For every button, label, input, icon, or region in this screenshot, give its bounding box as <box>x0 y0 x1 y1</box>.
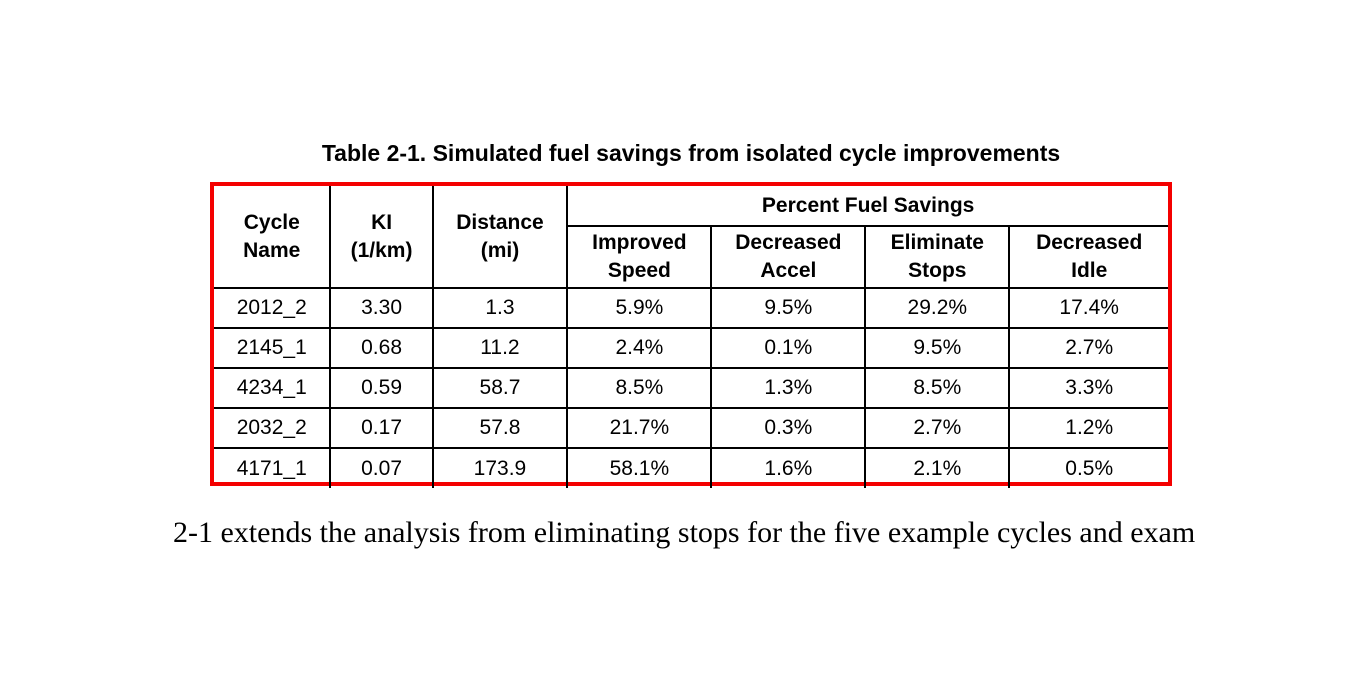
cell-eliminate-stops: 2.7% <box>864 407 1011 449</box>
header-row-group: Cycle Name KI (1/km) Distance (mi) Perce… <box>214 186 1168 289</box>
cell-ki: 0.07 <box>329 447 434 488</box>
table-row: 2145_1 0.68 11.2 2.4% 0.1% 9.5% 2.7% <box>214 327 1168 369</box>
cell-decreased-accel: 0.3% <box>710 407 867 449</box>
col-header-improved-speed: Improved Speed <box>567 225 713 289</box>
col-header-distance: Distance (mi) <box>431 186 569 289</box>
cell-distance: 1.3 <box>431 287 569 329</box>
body-text: 2-1 extends the analysis from eliminatin… <box>173 516 1196 549</box>
cell-improved-speed: 58.1% <box>566 447 713 488</box>
cell-eliminate-stops: 8.5% <box>864 367 1011 409</box>
cell-distance: 173.9 <box>431 447 569 488</box>
fuel-savings-table-grid: Cycle Name KI (1/km) Distance (mi) Perce… <box>214 186 1168 488</box>
cell-eliminate-stops: 2.1% <box>864 447 1011 488</box>
col-header-eliminate-stops: Eliminate Stops <box>864 225 1011 289</box>
cell-cycle-name: 2012_2 <box>214 287 332 329</box>
table-row: 2012_2 3.30 1.3 5.9% 9.5% 29.2% 17.4% <box>214 287 1168 329</box>
cell-decreased-idle: 2.7% <box>1008 327 1168 369</box>
cell-distance: 11.2 <box>431 327 569 369</box>
col-header-ki: KI (1/km) <box>329 186 434 289</box>
cell-eliminate-stops: 29.2% <box>864 287 1011 329</box>
cell-improved-speed: 5.9% <box>566 287 713 329</box>
cell-ki: 0.59 <box>329 367 434 409</box>
cell-decreased-accel: 0.1% <box>710 327 867 369</box>
cell-improved-speed: 8.5% <box>566 367 713 409</box>
header-row-sub: Improved Speed Decreased Accel Eliminate… <box>214 225 1168 289</box>
col-header-cycle-name: Cycle Name <box>214 186 332 289</box>
table-row: 2032_2 0.17 57.8 21.7% 0.3% 2.7% 1.2% <box>214 407 1168 449</box>
cell-ki: 0.17 <box>329 407 434 449</box>
col-header-decreased-accel: Decreased Accel <box>710 225 867 289</box>
table-row: 4171_1 0.07 173.9 58.1% 1.6% 2.1% 0.5% <box>214 447 1168 488</box>
cell-ki: 0.68 <box>329 327 434 369</box>
cell-improved-speed: 2.4% <box>566 327 713 369</box>
cell-decreased-idle: 17.4% <box>1008 287 1168 329</box>
cell-cycle-name: 2145_1 <box>214 327 332 369</box>
cell-distance: 58.7 <box>431 367 569 409</box>
cell-decreased-idle: 0.5% <box>1008 447 1168 488</box>
cell-distance: 57.8 <box>431 407 569 449</box>
group-header-percent-fuel-savings: Percent Fuel Savings <box>566 186 1168 227</box>
cell-decreased-idle: 1.2% <box>1008 407 1168 449</box>
cell-ki: 3.30 <box>329 287 434 329</box>
cell-decreased-accel: 9.5% <box>710 287 867 329</box>
cell-eliminate-stops: 9.5% <box>864 327 1011 369</box>
cell-cycle-name: 4234_1 <box>214 367 332 409</box>
cell-decreased-idle: 3.3% <box>1008 367 1168 409</box>
cell-improved-speed: 21.7% <box>566 407 713 449</box>
cell-cycle-name: 4171_1 <box>214 447 332 488</box>
fuel-savings-table: Cycle Name KI (1/km) Distance (mi) Perce… <box>210 182 1172 488</box>
cell-cycle-name: 2032_2 <box>214 407 332 449</box>
cell-decreased-accel: 1.6% <box>710 447 867 488</box>
cell-decreased-accel: 1.3% <box>710 367 867 409</box>
table-caption: Table 2-1. Simulated fuel savings from i… <box>321 140 1061 166</box>
col-header-decreased-idle: Decreased Idle <box>1008 225 1168 289</box>
table-row: 4234_1 0.59 58.7 8.5% 1.3% 8.5% 3.3% <box>214 367 1168 409</box>
